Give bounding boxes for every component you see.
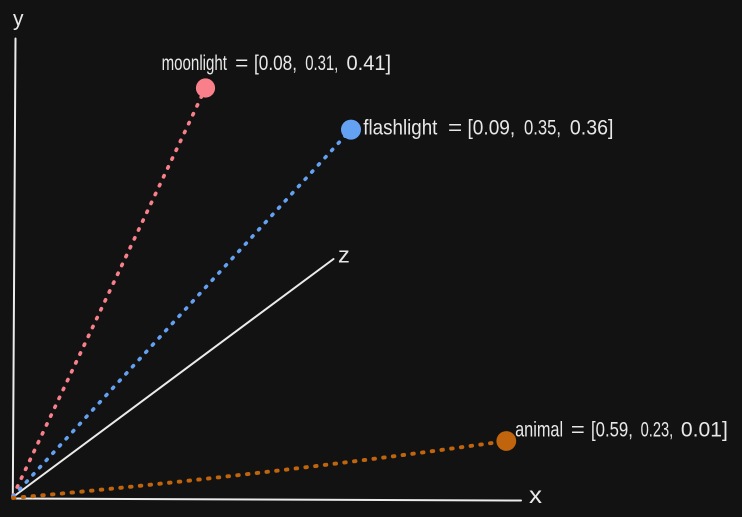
svg-text:flashlight=[0.09,0.35,0.36]: flashlight = [0.09, 0.35, 0.36] (363, 115, 613, 139)
svg-text:x: x (529, 482, 543, 508)
svg-text:animal=[0.59,0.23,0.01]: animal = [0.59, 0.23, 0.01] (515, 417, 728, 441)
svg-text:moonlight=[0.08,0.31,0.41]: moonlight = [0.08, 0.31, 0.41] (162, 51, 392, 75)
svg-text:z: z (338, 242, 350, 267)
svg-text:y: y (13, 8, 24, 31)
